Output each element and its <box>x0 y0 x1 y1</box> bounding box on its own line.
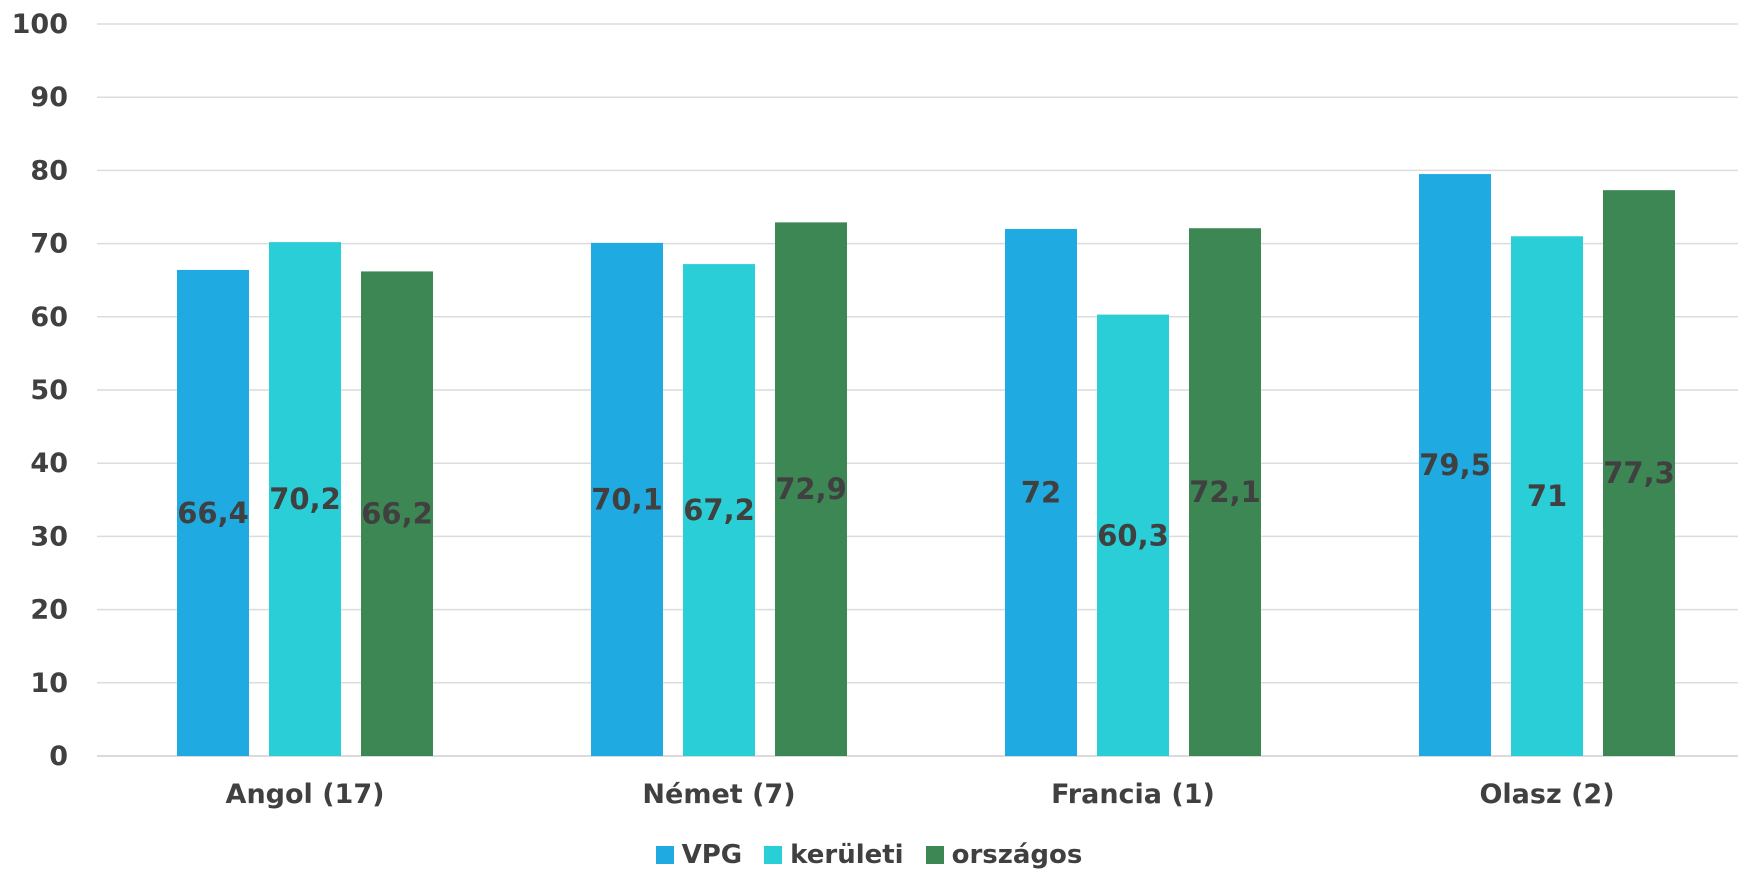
y-tick-label: 80 <box>30 155 68 186</box>
data-label: 66,4 <box>177 496 249 530</box>
y-tick-label: 30 <box>30 521 68 552</box>
data-label: 72 <box>1021 475 1061 509</box>
legend-swatch-keruleti <box>764 846 783 864</box>
data-label: 71 <box>1527 479 1567 513</box>
data-label: 70,1 <box>591 482 663 516</box>
legend-label-vpg: VPG <box>681 840 743 870</box>
y-tick-label: 60 <box>30 302 68 333</box>
bar-vpg <box>177 269 249 756</box>
data-label: 77,3 <box>1603 456 1675 490</box>
legend: VPG kerületi országos <box>0 838 1738 872</box>
y-tick-label: 20 <box>30 595 68 626</box>
data-label: 66,2 <box>361 497 433 531</box>
legend-swatch-orszagos <box>925 846 944 864</box>
y-tick-label: 50 <box>30 375 68 406</box>
data-label: 67,2 <box>683 493 755 527</box>
bar-vpg <box>1419 174 1491 756</box>
bar-keruleti <box>683 264 755 756</box>
data-label: 79,5 <box>1419 448 1491 482</box>
bar-orszagos <box>775 222 847 756</box>
bar-orszagos <box>1603 190 1675 756</box>
y-tick-label: 0 <box>49 741 68 772</box>
y-axis-tick-labels: 0 10 20 30 40 50 60 70 80 90 100 <box>12 9 68 772</box>
y-tick-label: 100 <box>12 9 68 40</box>
x-category-label: Olasz (2) <box>1479 779 1614 810</box>
y-tick-label: 10 <box>30 668 68 699</box>
legend-item-orszagos: országos <box>925 840 1083 870</box>
legend-swatch-vpg <box>655 846 674 864</box>
data-label: 70,2 <box>269 482 341 516</box>
bar-keruleti <box>1097 314 1169 756</box>
x-category-label: Angol (17) <box>226 779 385 810</box>
bar-orszagos <box>361 271 433 756</box>
bar-keruleti <box>1511 236 1583 756</box>
x-axis-category-labels: Angol (17) Német (7) Francia (1) Olasz (2) <box>226 779 1615 810</box>
data-label: 72,9 <box>775 472 847 506</box>
y-tick-label: 70 <box>30 229 68 260</box>
legend-item-keruleti: kerületi <box>764 840 904 870</box>
y-tick-label: 40 <box>30 448 68 479</box>
x-category-label: Francia (1) <box>1051 779 1215 810</box>
legend-item-vpg: VPG <box>655 840 743 870</box>
legend-label-orszagos: országos <box>951 840 1083 870</box>
gridlines <box>97 23 1738 757</box>
y-tick-label: 90 <box>30 82 68 113</box>
bar-orszagos <box>1189 228 1261 756</box>
bars <box>177 174 1675 757</box>
legend-label-keruleti: kerületi <box>790 840 904 870</box>
data-labels: 66,4 70,2 66,2 70,1 67,2 72,9 72 60,3 72,1 79,5 71… <box>177 448 1675 552</box>
data-label: 72,1 <box>1189 475 1261 509</box>
data-label: 60,3 <box>1097 518 1169 552</box>
bar-vpg <box>591 242 663 757</box>
bar-keruleti <box>269 242 341 757</box>
bar-vpg <box>1005 228 1077 756</box>
x-category-label: Német (7) <box>642 779 795 810</box>
